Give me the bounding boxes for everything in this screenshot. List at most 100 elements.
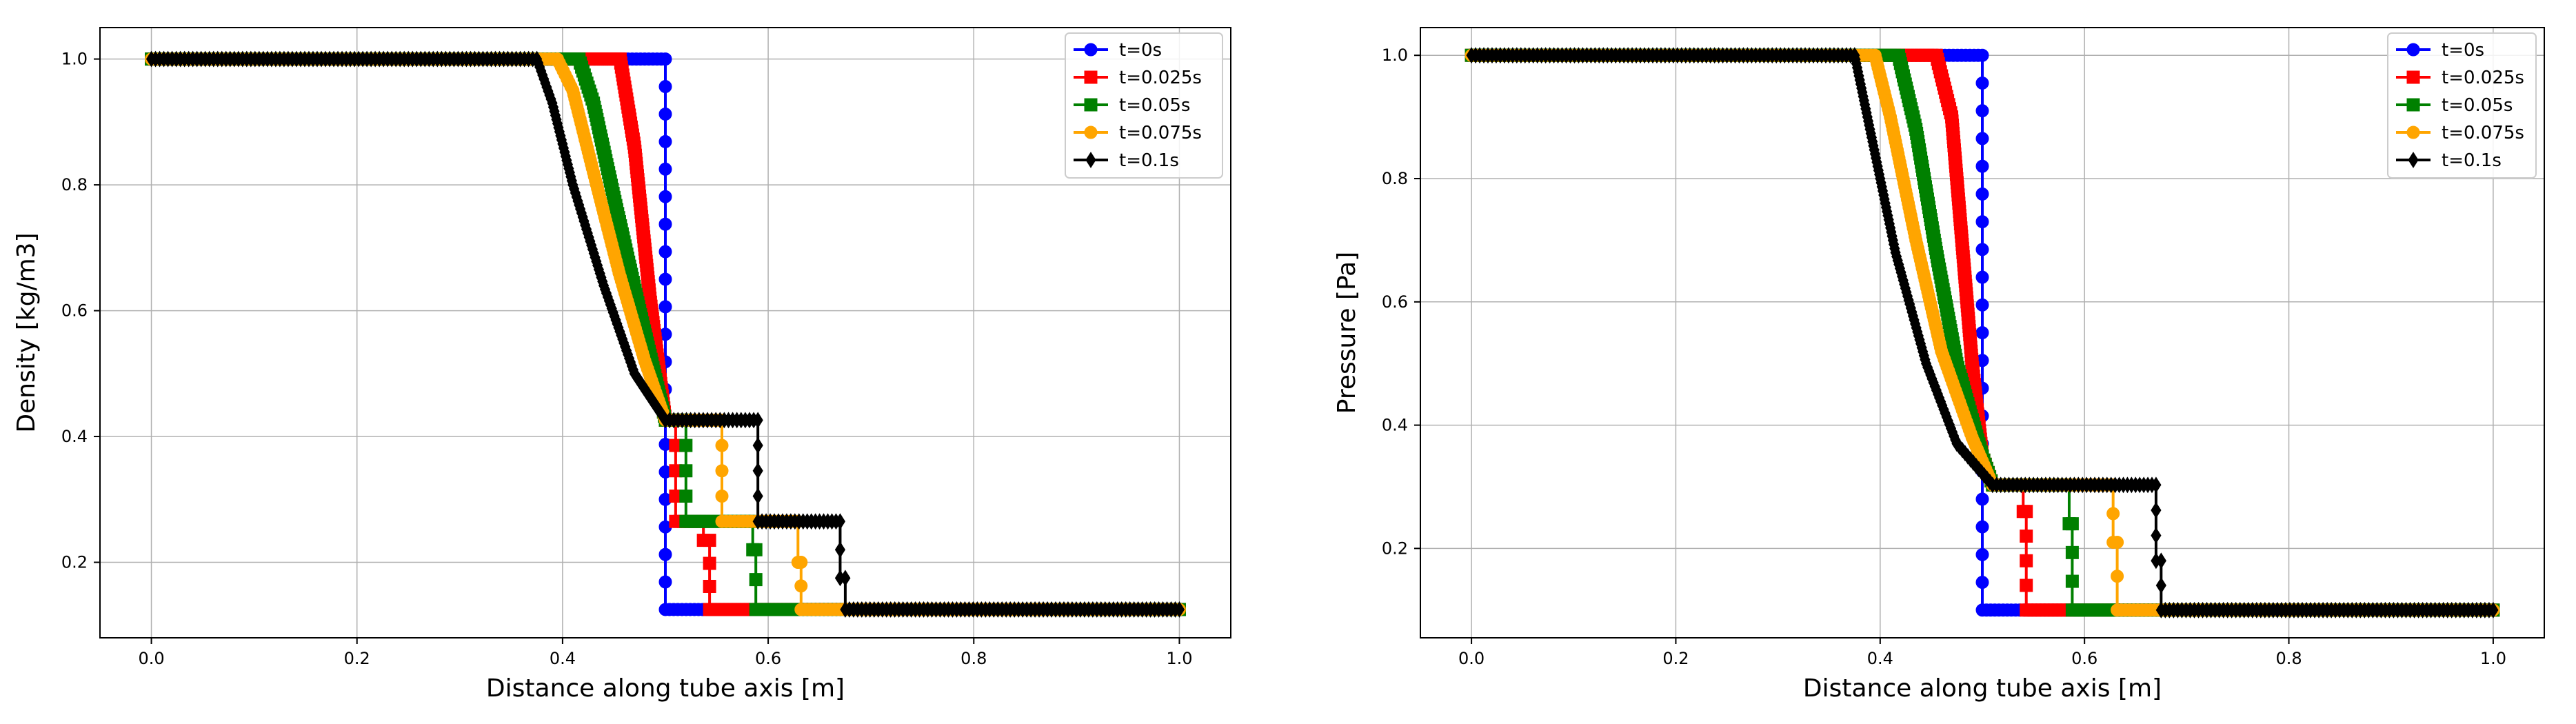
legend-entry: t=0.025s bbox=[1074, 68, 1202, 88]
data-point bbox=[658, 190, 672, 203]
legend-label: t=0.05s bbox=[1119, 95, 1190, 116]
y-axis-label: Density [kg/m3] bbox=[12, 232, 41, 432]
legend-marker bbox=[1084, 70, 1098, 84]
legend-marker bbox=[2406, 98, 2420, 112]
data-point bbox=[2020, 505, 2033, 519]
series-group bbox=[145, 50, 1186, 618]
legend-box bbox=[2387, 32, 2537, 179]
y-tick-label: 0.6 bbox=[1382, 292, 1408, 312]
chart-panel-2: 0.0 0.2 0.4 0.6 0.8 1.0 0.2 0.4 0.6 0.8 1.0 Distanc… bbox=[1333, 27, 2545, 703]
y-tick-label: 1.0 bbox=[1382, 46, 1408, 65]
data-point bbox=[658, 245, 672, 259]
data-point bbox=[658, 272, 672, 286]
axes-frame bbox=[99, 27, 1231, 638]
x-tick-label: 0.0 bbox=[138, 649, 164, 668]
legend-entry: t=0.075s bbox=[2396, 123, 2524, 143]
legend-label: t=0s bbox=[2442, 40, 2484, 61]
data-point bbox=[2020, 554, 2033, 567]
data-point bbox=[2111, 570, 2124, 583]
x-tick-label: 1.0 bbox=[1166, 649, 1192, 668]
legend: t=0s t=0.025s t=0.05s t=0.075s t=0.1s bbox=[2387, 32, 2537, 179]
data-point bbox=[679, 464, 693, 478]
data-point bbox=[658, 80, 672, 94]
x-tick-label: 0.4 bbox=[550, 649, 576, 668]
data-point bbox=[715, 464, 729, 478]
data-point bbox=[2111, 535, 2124, 549]
data-point bbox=[1975, 298, 1989, 312]
data-point bbox=[715, 439, 729, 452]
y-tick-label: 0.2 bbox=[61, 553, 88, 572]
x-tick-label: 0.0 bbox=[1458, 649, 1485, 668]
y-tick-label: 0.4 bbox=[1382, 416, 1408, 435]
data-point bbox=[1975, 243, 1989, 257]
y-tick-label: 0.2 bbox=[1382, 539, 1408, 558]
series-t=0s bbox=[145, 52, 1186, 616]
data-point bbox=[703, 579, 716, 593]
data-point bbox=[752, 437, 763, 454]
data-point bbox=[752, 412, 763, 429]
data-point bbox=[1975, 492, 1989, 506]
legend-label: t=0.1s bbox=[1119, 150, 1179, 171]
axes-frame bbox=[1420, 27, 2545, 638]
data-point bbox=[679, 489, 693, 503]
x-tick-label: 0.2 bbox=[1662, 649, 1689, 668]
legend-entry: t=0.075s bbox=[1074, 123, 1202, 143]
legend-marker bbox=[2408, 152, 2419, 168]
legend-marker bbox=[1084, 125, 1098, 139]
x-tick-label: 1.0 bbox=[2480, 649, 2506, 668]
legend-marker bbox=[2406, 43, 2420, 57]
y-tick-label: 1.0 bbox=[61, 50, 88, 69]
legend-label: t=0.075s bbox=[2442, 123, 2524, 143]
data-point bbox=[749, 573, 763, 587]
data-point bbox=[2065, 517, 2079, 531]
legend-marker bbox=[1085, 152, 1096, 168]
series-t=0.1s bbox=[145, 50, 1185, 618]
legend-entry: t=0s bbox=[1074, 40, 1162, 61]
legend-label: t=0.1s bbox=[2442, 150, 2502, 171]
data-point bbox=[834, 541, 846, 559]
data-point bbox=[2106, 507, 2120, 521]
data-point bbox=[658, 107, 672, 121]
y-axis-label: Pressure [Pa] bbox=[1333, 252, 1361, 414]
data-point bbox=[1975, 104, 1989, 118]
data-point bbox=[2488, 601, 2499, 619]
data-point bbox=[2020, 530, 2033, 543]
data-point bbox=[658, 547, 672, 561]
data-point bbox=[752, 462, 763, 479]
x-tick-label: 0.2 bbox=[344, 649, 370, 668]
legend-entry: t=0.025s bbox=[2396, 68, 2524, 88]
data-point bbox=[2065, 574, 2079, 588]
data-point bbox=[2155, 577, 2166, 594]
legend-label: t=0.025s bbox=[1119, 68, 1202, 88]
data-point bbox=[2155, 552, 2166, 570]
legend-marker bbox=[1084, 43, 1098, 57]
legend-entry: t=0.1s bbox=[1074, 150, 1179, 171]
legend-label: t=0s bbox=[1119, 40, 1162, 61]
data-point bbox=[1975, 215, 1989, 229]
data-point bbox=[2151, 476, 2162, 494]
x-tick-label: 0.8 bbox=[960, 649, 987, 668]
legend-label: t=0.075s bbox=[1119, 123, 1202, 143]
data-point bbox=[1975, 132, 1989, 145]
x-tick-label: 0.6 bbox=[2071, 649, 2097, 668]
data-point bbox=[1975, 159, 1989, 173]
legend: t=0s t=0.025s t=0.05s t=0.075s t=0.1s bbox=[1065, 32, 1223, 179]
series-group bbox=[1465, 47, 2500, 619]
data-point bbox=[1174, 601, 1185, 618]
series-t=0.1s bbox=[1466, 47, 2499, 619]
data-point bbox=[2151, 502, 2162, 519]
series-t=0s bbox=[1465, 48, 2500, 617]
x-tick-label: 0.6 bbox=[755, 649, 781, 668]
data-point bbox=[752, 487, 763, 505]
data-point bbox=[658, 162, 672, 176]
y-tick-label: 0.6 bbox=[61, 301, 88, 321]
data-point bbox=[1975, 76, 1989, 90]
data-point bbox=[1975, 326, 1989, 339]
data-point bbox=[1975, 187, 1989, 201]
x-tick-label: 0.8 bbox=[2275, 649, 2302, 668]
data-point bbox=[715, 489, 729, 503]
legend-marker bbox=[2406, 70, 2420, 84]
data-point bbox=[2151, 527, 2162, 544]
legend-entry: t=0.05s bbox=[1074, 95, 1190, 116]
data-point bbox=[703, 534, 716, 547]
